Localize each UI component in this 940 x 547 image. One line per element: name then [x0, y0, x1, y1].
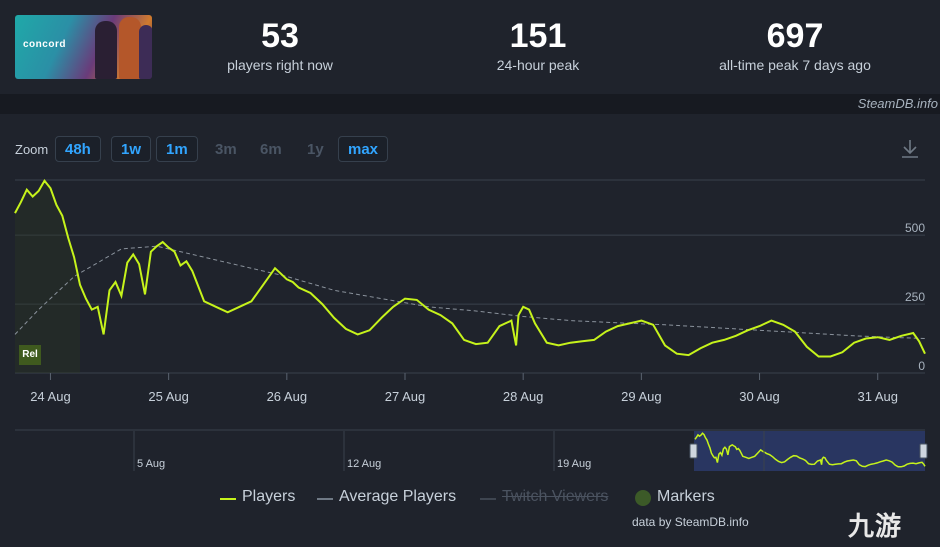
navigator[interactable]: 5 Aug 12 Aug 19 Aug [15, 429, 928, 471]
stat-players-now: 53 players right now [210, 16, 350, 74]
y-tick-label: 0 [918, 359, 925, 373]
legend-average-players[interactable]: Average Players [339, 488, 457, 505]
download-icon[interactable] [898, 137, 922, 161]
zoom-1w-button[interactable]: 1w [111, 136, 152, 162]
chart-grid [15, 179, 925, 374]
summary-bar: concord 53 players right now 151 24-hour… [0, 0, 940, 94]
stat-value: 151 [509, 17, 567, 55]
players-line [14, 179, 926, 358]
zoom-48h-button[interactable]: 48h [55, 136, 101, 162]
players-legend-swatch [220, 498, 236, 500]
zoom-1m-button[interactable]: 1m [156, 136, 198, 162]
stat-label: all-time peak 7 days ago [719, 57, 871, 73]
stat-value: 53 [261, 17, 299, 55]
navigator-label: 5 Aug [137, 458, 165, 470]
game-thumbnail[interactable]: concord [15, 15, 152, 79]
zoom-1y-button[interactable]: 1y [307, 141, 324, 158]
x-tick-label: 28 Aug [503, 389, 544, 404]
players-area [15, 180, 80, 373]
navigator-handle-right[interactable] [919, 443, 928, 459]
y-axis: 0 250 500 [905, 221, 925, 373]
navigator-label: 19 Aug [557, 458, 591, 470]
zoom-label: Zoom [15, 142, 49, 157]
navigator-line [694, 432, 926, 468]
thumbnail-figure [119, 17, 141, 79]
average-players-line [14, 245, 926, 339]
chart-panel [0, 114, 940, 547]
stat-24h-peak: 151 24-hour peak [468, 16, 608, 74]
x-tick-label: 30 Aug [739, 389, 780, 404]
zoom-max-button[interactable]: max [338, 136, 389, 162]
x-tick-label: 25 Aug [148, 389, 189, 404]
zoom-3m-button[interactable]: 3m [215, 141, 237, 158]
steamdb-credit[interactable]: SteamDB.info [857, 96, 938, 111]
x-tick-label: 26 Aug [267, 389, 308, 404]
navigator-label: 12 Aug [347, 458, 381, 470]
thumbnail-figure [95, 21, 117, 79]
x-tick-label: 24 Aug [30, 389, 71, 404]
x-tick-label: 31 Aug [857, 389, 898, 404]
data-credit[interactable]: data by SteamDB.info [632, 515, 749, 529]
stat-label: players right now [227, 57, 333, 73]
stat-value: 697 [766, 17, 824, 55]
stat-label: 24-hour peak [496, 57, 580, 73]
thumbnail-figure [139, 25, 152, 79]
average-legend-swatch [317, 498, 333, 500]
zoom-6m-button[interactable]: 6m [260, 141, 282, 158]
release-marker[interactable]: Rel [19, 345, 41, 365]
stat-all-time-peak: 697 all-time peak 7 days ago [690, 16, 900, 74]
legend-markers[interactable]: Markers [657, 488, 715, 505]
x-tick-label: 27 Aug [385, 389, 426, 404]
navigator-ticks: 5 Aug 12 Aug 19 Aug [133, 431, 765, 471]
markers-legend-dot [635, 490, 651, 506]
legend-twitch-viewers[interactable]: Twitch Viewers [502, 488, 609, 505]
twitch-legend-swatch [480, 498, 496, 500]
x-tick-label: 29 Aug [621, 389, 662, 404]
thumbnail-logo-text: concord [23, 39, 66, 50]
watermark: 九游 [848, 511, 903, 541]
y-tick-label: 250 [905, 290, 925, 304]
y-tick-label: 500 [905, 221, 925, 235]
x-axis: 24 Aug 25 Aug 26 Aug 27 Aug 28 Aug 29 Aug 30 A… [30, 373, 898, 404]
navigator-handle-left[interactable] [689, 443, 698, 459]
legend-players[interactable]: Players [242, 488, 296, 505]
